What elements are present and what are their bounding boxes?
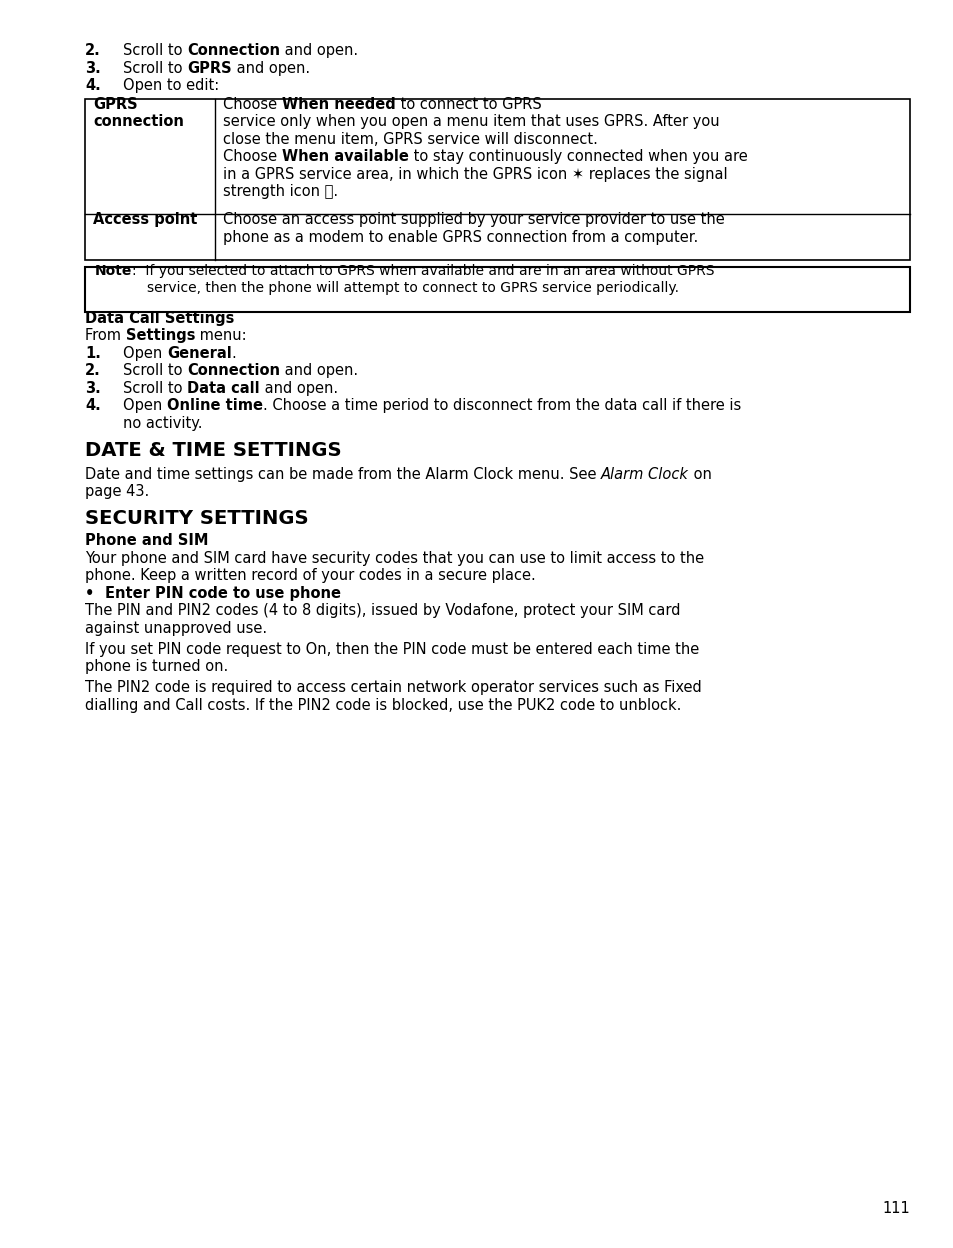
Text: Scroll to: Scroll to [123,42,187,57]
Text: phone is turned on.: phone is turned on. [85,659,228,674]
Text: in a GPRS service area, in which the GPRS icon ✶ replaces the signal: in a GPRS service area, in which the GPR… [223,167,727,182]
Text: on: on [688,467,711,482]
Text: and open.: and open. [280,363,358,378]
Text: Online time: Online time [167,398,263,413]
Text: The PIN and PIN2 codes (4 to 8 digits), issued by Vodafone, protect your SIM car: The PIN and PIN2 codes (4 to 8 digits), … [85,603,679,618]
Text: 2.: 2. [85,42,101,57]
Text: against unapproved use.: against unapproved use. [85,620,267,635]
Text: 1.: 1. [85,346,101,361]
Text: phone. Keep a written record of your codes in a secure place.: phone. Keep a written record of your cod… [85,568,536,583]
Text: to connect to GPRS: to connect to GPRS [395,97,540,112]
Text: The PIN2 code is required to access certain network operator services such as Fi: The PIN2 code is required to access cert… [85,680,701,695]
Text: and open.: and open. [232,60,310,75]
Text: to stay continuously connected when you are: to stay continuously connected when you … [408,150,746,165]
Text: Open: Open [123,346,167,361]
Text: Date and time settings can be made from the Alarm Clock menu. See: Date and time settings can be made from … [85,467,600,482]
Text: service only when you open a menu item that uses GPRS. After you: service only when you open a menu item t… [223,115,719,130]
Text: 3.: 3. [85,60,101,75]
Text: Alarm Clock: Alarm Clock [600,467,688,482]
Text: connection: connection [92,115,184,130]
Bar [85,267,909,312]
Text: GPRS: GPRS [187,60,232,75]
Text: and open.: and open. [280,42,358,57]
Text: Choose an access point supplied by your service provider to use the: Choose an access point supplied by your … [223,212,724,227]
Text: .: . [232,346,236,361]
Text: When available: When available [281,150,408,165]
Text: Scroll to: Scroll to [123,60,187,75]
Text: 4.: 4. [85,79,101,94]
Text: From: From [85,328,126,343]
Text: GPRS: GPRS [92,97,137,112]
Text: Choose: Choose [223,97,281,112]
Text: When needed: When needed [281,97,395,112]
Text: Choose: Choose [223,150,281,165]
Text: Open to edit:: Open to edit: [123,79,219,94]
Text: DATE & TIME SETTINGS: DATE & TIME SETTINGS [85,441,341,459]
Text: Settings: Settings [126,328,195,343]
Text: 3.: 3. [85,381,101,396]
Text: dialling and Call costs. If the PIN2 code is blocked, use the PUK2 code to unblo: dialling and Call costs. If the PIN2 cod… [85,698,680,713]
Text: Your phone and SIM card have security codes that you can use to limit access to : Your phone and SIM card have security co… [85,550,703,565]
Text: If you set PIN code request to On, then the PIN code must be entered each time t: If you set PIN code request to On, then … [85,641,699,656]
Text: page 43.: page 43. [85,484,149,499]
Text: 2.: 2. [85,363,101,378]
Text: close the menu item, GPRS service will disconnect.: close the menu item, GPRS service will d… [223,132,598,147]
Text: no activity.: no activity. [123,416,202,431]
Text: Data call: Data call [187,381,259,396]
Text: menu:: menu: [195,328,247,343]
Bar [85,99,909,260]
Text: strength icon ⏸.: strength icon ⏸. [223,185,337,200]
Text: Phone and SIM: Phone and SIM [85,533,209,548]
Text: 111: 111 [882,1201,909,1216]
Text: Data Call Settings: Data Call Settings [85,311,234,326]
Text: Scroll to: Scroll to [123,381,187,396]
Text: General: General [167,346,232,361]
Text: and open.: and open. [259,381,337,396]
Text: Connection: Connection [187,363,280,378]
Text: Note: Note [95,263,132,278]
Text: Open: Open [123,398,167,413]
Text: 4.: 4. [85,398,101,413]
Text: :  If you selected to attach to GPRS when available and are in an area without G: : If you selected to attach to GPRS when… [132,263,714,278]
Text: Scroll to: Scroll to [123,363,187,378]
Text: •: • [85,585,105,600]
Text: SECURITY SETTINGS: SECURITY SETTINGS [85,509,309,528]
Text: Enter PIN code to use phone: Enter PIN code to use phone [105,585,340,600]
Text: Access point: Access point [92,212,197,227]
Text: service, then the phone will attempt to connect to GPRS service periodically.: service, then the phone will attempt to … [147,281,679,296]
Text: . Choose a time period to disconnect from the data call if there is: . Choose a time period to disconnect fro… [263,398,740,413]
Text: Connection: Connection [187,42,280,57]
Text: phone as a modem to enable GPRS connection from a computer.: phone as a modem to enable GPRS connecti… [223,230,698,245]
